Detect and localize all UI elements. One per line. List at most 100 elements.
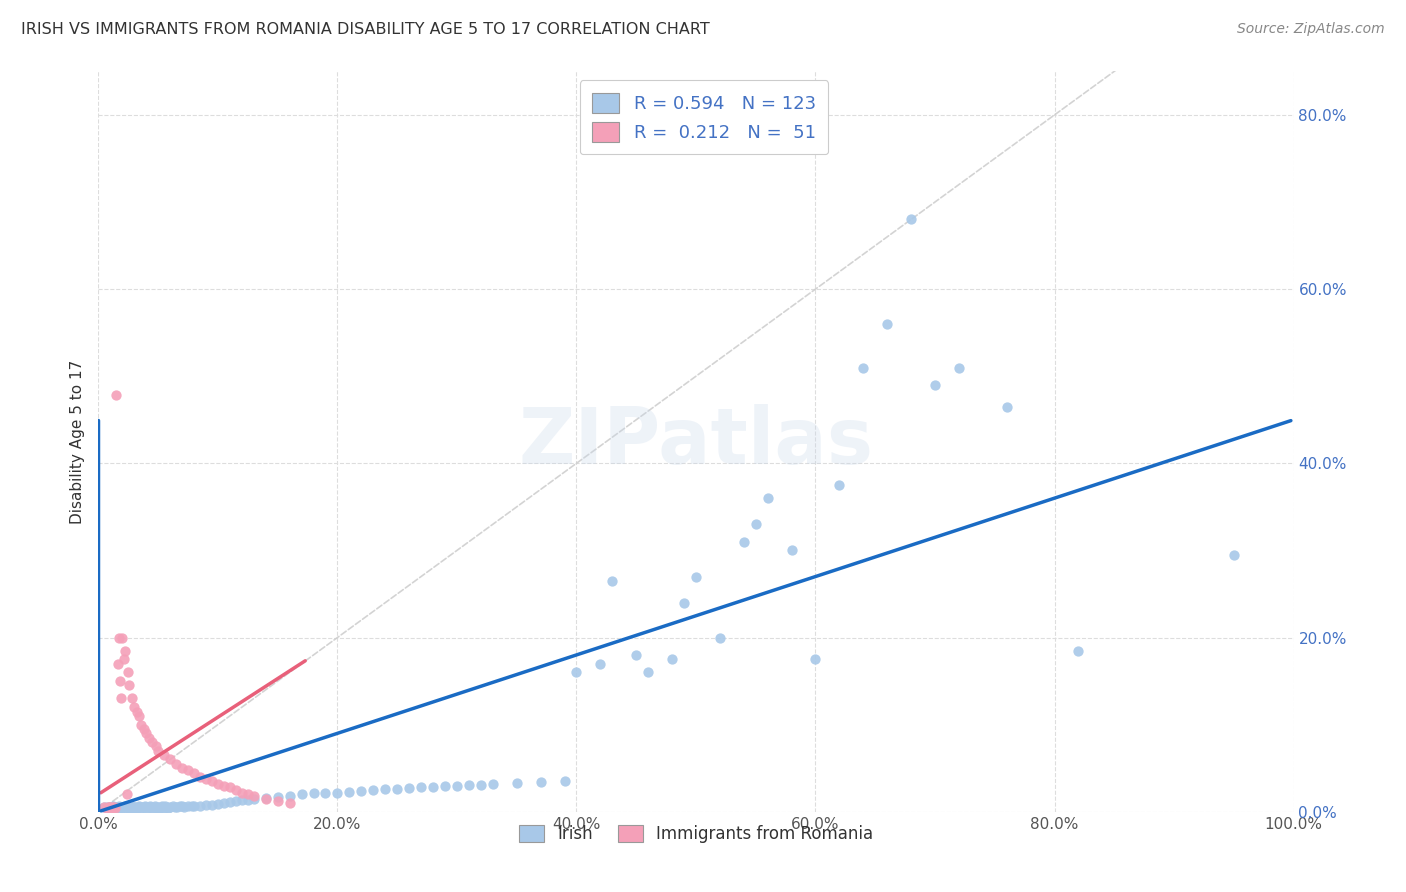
Point [107,799,129,814]
Point [326,786,349,800]
Point [231,793,253,807]
Point [117,801,139,815]
Legend: Irish, Immigrants from Romania: Irish, Immigrants from Romania [510,817,882,852]
Point [374,782,396,797]
Point [148,801,170,815]
Point [128,709,150,723]
Point [780,543,803,558]
Point [121,691,143,706]
Point [673,596,696,610]
Point [153,748,176,763]
Point [115,800,138,814]
Point [236,787,259,801]
Point [108,800,131,814]
Point [138,800,160,814]
Point [136,801,159,815]
Point [148,744,170,758]
Point [267,789,290,804]
Point [169,799,191,814]
Point [458,778,481,792]
Point [350,784,373,798]
Point [97,801,120,815]
Point [207,777,229,791]
Point [152,800,174,814]
Point [183,798,205,813]
Point [98,800,122,814]
Point [128,799,150,814]
Point [127,800,149,814]
Point [180,798,202,813]
Point [117,800,139,814]
Point [733,534,755,549]
Point [254,791,277,805]
Point [125,705,148,719]
Point [236,792,259,806]
Point [98,801,122,815]
Point [105,800,128,814]
Point [115,787,138,801]
Point [243,789,266,803]
Point [132,800,155,814]
Point [225,783,247,797]
Point [195,772,218,786]
Point [172,799,194,814]
Point [117,665,139,680]
Point [278,796,301,810]
Point [132,722,155,736]
Point [105,388,128,402]
Text: IRISH VS IMMIGRANTS FROM ROMANIA DISABILITY AGE 5 TO 17 CORRELATION CHART: IRISH VS IMMIGRANTS FROM ROMANIA DISABIL… [21,22,710,37]
Point [108,674,131,689]
Point [212,796,235,810]
Point [183,766,205,780]
Point [1067,643,1090,657]
Point [124,800,146,814]
Point [852,360,875,375]
Point [101,799,124,814]
Point [97,800,120,814]
Point [111,801,134,815]
Point [124,801,146,815]
Point [135,800,157,814]
Point [172,761,194,775]
Point [141,801,163,815]
Point [98,800,122,814]
Point [104,801,127,815]
Point [212,779,235,793]
Point [637,665,659,680]
Point [626,648,648,662]
Point [166,800,188,814]
Point [411,780,433,795]
Point [434,780,457,794]
Point [589,657,612,671]
Point [112,800,135,814]
Point [302,786,325,800]
Point [131,800,153,814]
Point [124,700,146,714]
Point [121,800,143,814]
Point [96,800,118,814]
Point [159,800,181,814]
Point [98,800,121,814]
Point [141,735,163,749]
Point [876,317,898,331]
Point [111,800,134,814]
Point [159,752,181,766]
Point [231,786,253,800]
Point [135,726,157,740]
Point [278,789,301,803]
Point [155,800,177,814]
Point [165,756,187,771]
Point [129,800,152,814]
Point [138,731,160,745]
Point [900,212,922,227]
Point [112,652,135,666]
Point [107,657,129,671]
Point [104,800,127,814]
Point [219,780,242,795]
Point [195,797,218,812]
Point [602,574,624,588]
Point [804,652,827,666]
Point [96,801,118,815]
Point [163,800,186,814]
Point [114,799,136,814]
